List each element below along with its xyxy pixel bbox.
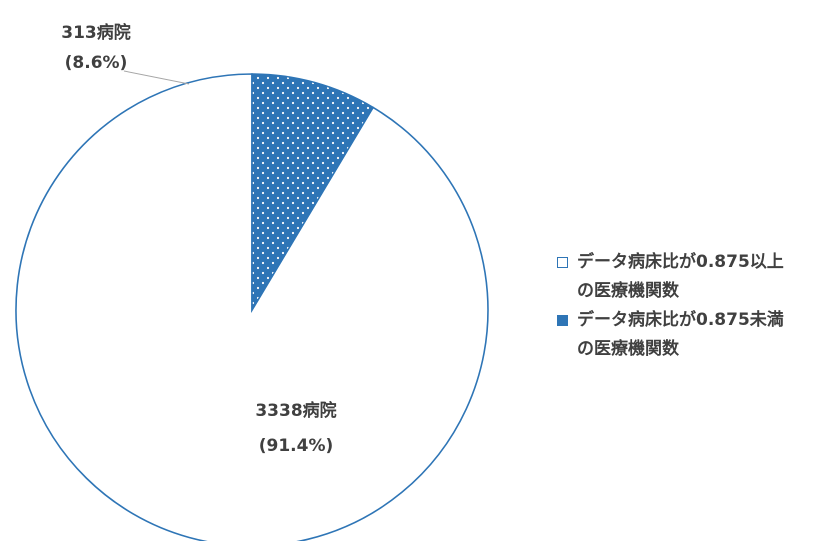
pie-slices <box>15 73 489 541</box>
legend-label: データ病床比が0.875以上 の医療機関数 <box>577 252 784 301</box>
data-label-percent: (91.4%) <box>259 436 334 456</box>
data-label-value: 3338病院 <box>255 400 336 421</box>
legend-swatch-filled-icon <box>557 315 568 326</box>
legend-entry: データ病床比が0.875以上 の医療機関数 <box>557 248 837 306</box>
pie-slice-1 <box>251 73 375 313</box>
legend: データ病床比が0.875以上 の医療機関数 データ病床比が0.875未満 の医療… <box>557 248 837 364</box>
data-label-percent: (8.6%) <box>65 53 128 73</box>
legend-swatch-hollow-icon <box>557 257 568 268</box>
legend-label: データ病床比が0.875未満 の医療機関数 <box>577 310 784 359</box>
data-label-value: 313病院 <box>61 22 131 43</box>
leader-line <box>123 70 190 85</box>
legend-entry: データ病床比が0.875未満 の医療機関数 <box>557 306 837 364</box>
